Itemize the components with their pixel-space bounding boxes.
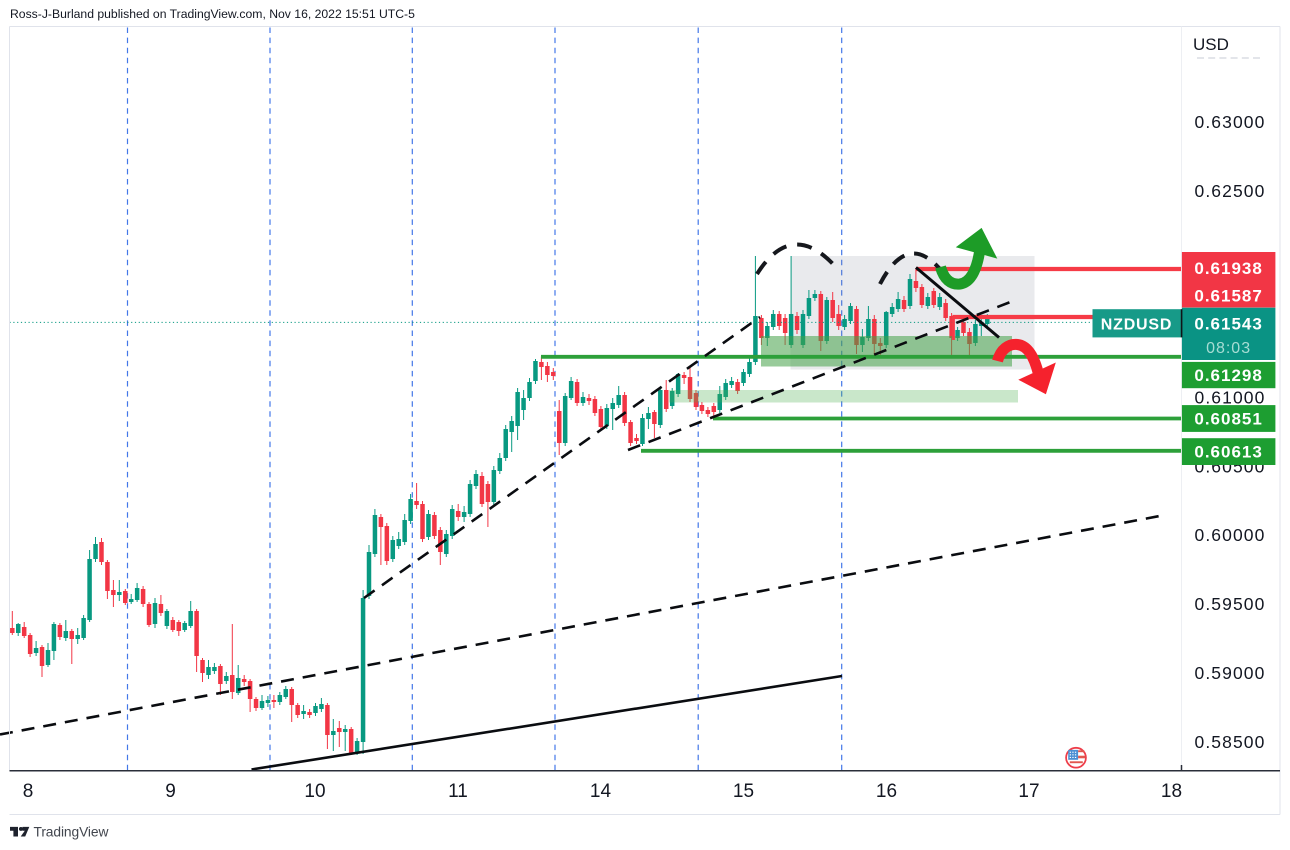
- svg-text:16: 16: [876, 781, 897, 802]
- svg-text:0.60613: 0.60613: [1194, 443, 1262, 462]
- svg-text:08:03: 08:03: [1206, 340, 1251, 357]
- svg-text:14: 14: [590, 781, 612, 802]
- svg-text:USD: USD: [1193, 35, 1229, 54]
- svg-text:Ross-J-Burland published on Tr: Ross-J-Burland published on TradingView.…: [10, 7, 415, 21]
- svg-text:0.61298: 0.61298: [1194, 366, 1262, 385]
- svg-text:17: 17: [1018, 781, 1039, 802]
- svg-text:9: 9: [165, 781, 176, 802]
- svg-text:0.61587: 0.61587: [1194, 287, 1262, 306]
- svg-text:0.58500: 0.58500: [1195, 732, 1266, 752]
- svg-text:0.61000: 0.61000: [1195, 388, 1266, 408]
- svg-text:0.63000: 0.63000: [1195, 112, 1266, 132]
- svg-text:8: 8: [23, 781, 34, 802]
- svg-text:10: 10: [304, 781, 325, 802]
- svg-text:0.61938: 0.61938: [1194, 259, 1262, 278]
- svg-text:11: 11: [448, 781, 468, 802]
- svg-text:18: 18: [1161, 781, 1182, 802]
- svg-text:TradingView: TradingView: [34, 825, 109, 840]
- svg-text:0.61543: 0.61543: [1194, 315, 1262, 334]
- svg-text:0.59000: 0.59000: [1195, 663, 1266, 683]
- svg-text:0.60851: 0.60851: [1194, 409, 1262, 428]
- svg-text:NZDUSD: NZDUSD: [1101, 316, 1172, 333]
- svg-text:0.59500: 0.59500: [1195, 594, 1266, 614]
- svg-text:0.62500: 0.62500: [1195, 181, 1266, 201]
- svg-text:0.60000: 0.60000: [1195, 525, 1266, 545]
- svg-text:15: 15: [733, 781, 754, 802]
